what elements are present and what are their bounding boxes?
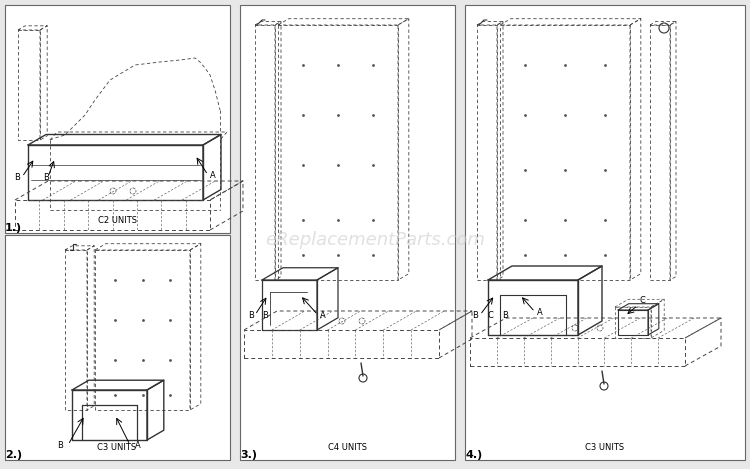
Text: B: B	[14, 173, 20, 182]
Text: A: A	[320, 311, 326, 320]
Text: B: B	[262, 311, 268, 320]
Bar	[5, 235, 230, 460]
Bar	[465, 5, 745, 460]
Text: C4 UNITS: C4 UNITS	[328, 443, 367, 452]
Text: C: C	[640, 296, 646, 305]
Text: B: B	[502, 311, 508, 320]
Text: C: C	[487, 311, 493, 320]
Text: C2 UNITS: C2 UNITS	[98, 216, 136, 225]
Bar	[5, 5, 230, 233]
Text: C3 UNITS: C3 UNITS	[98, 443, 136, 452]
Text: eReplacementParts.com: eReplacementParts.com	[265, 231, 485, 249]
Text: C3 UNITS: C3 UNITS	[586, 443, 625, 452]
Text: B: B	[57, 441, 63, 450]
Bar	[240, 5, 455, 460]
Text: A: A	[537, 308, 543, 317]
Text: 3.): 3.)	[240, 450, 257, 460]
Text: B: B	[472, 311, 478, 320]
Text: A: A	[210, 171, 216, 180]
Text: A: A	[135, 441, 141, 450]
Text: 1.): 1.)	[5, 223, 22, 233]
Text: 2.): 2.)	[5, 450, 22, 460]
Text: B: B	[43, 173, 49, 182]
Text: 4.): 4.)	[465, 450, 482, 460]
Text: B: B	[248, 311, 254, 320]
